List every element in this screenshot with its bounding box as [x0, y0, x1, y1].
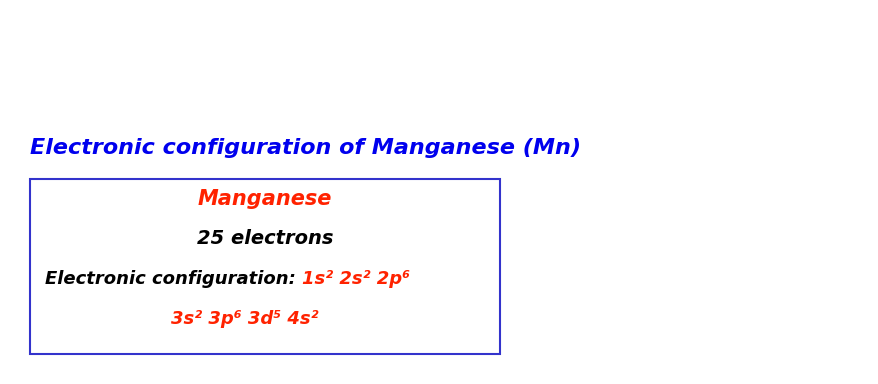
Text: Manganese: Manganese: [198, 189, 332, 209]
Text: 25 electrons: 25 electrons: [197, 230, 333, 248]
Bar: [30, 179, 500, 354]
Text: Electronic configuration:: Electronic configuration:: [45, 270, 302, 288]
Text: 3s² 3p⁶ 3d⁵ 4s²: 3s² 3p⁶ 3d⁵ 4s²: [171, 310, 319, 328]
Text: Electronic configuration of Manganese (Mn): Electronic configuration of Manganese (M…: [30, 138, 580, 158]
Text: 1s² 2s² 2p⁶: 1s² 2s² 2p⁶: [302, 270, 410, 288]
